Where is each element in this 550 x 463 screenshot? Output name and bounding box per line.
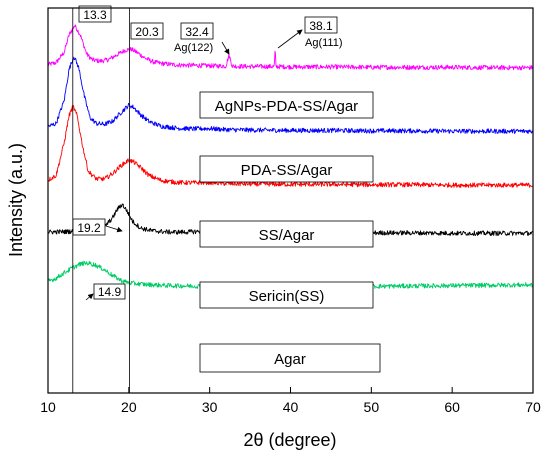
- plot-frame: [47, 7, 534, 394]
- x-tick-label-70: 70: [525, 399, 541, 415]
- svg-text:PDA-SS/Agar: PDA-SS/Agar: [241, 162, 333, 179]
- svg-text:38.1: 38.1: [309, 19, 333, 33]
- annotation-14-9: 14.9: [85, 283, 126, 301]
- annotation-38-1: 38.1 Ag(111): [277, 16, 343, 49]
- svg-text:Sericin(SS): Sericin(SS): [249, 288, 325, 305]
- sample-label-agnps: AgNPs-PDA-SS/Agar: [199, 91, 374, 119]
- svg-text:AgNPs-PDA-SS/Agar: AgNPs-PDA-SS/Agar: [215, 98, 358, 115]
- sample-label-pda: PDA-SS/Agar: [199, 155, 374, 183]
- y-axis-label: Intensity (a.u.): [6, 143, 26, 257]
- x-tick-label-20: 20: [121, 399, 137, 415]
- svg-text:20.3: 20.3: [135, 25, 159, 39]
- svg-text:19.2: 19.2: [77, 221, 101, 235]
- svg-text:Ag(122): Ag(122): [174, 42, 213, 54]
- sample-label-sericin: Sericin(SS): [199, 281, 374, 309]
- series-line-1: [47, 56, 533, 134]
- svg-text:Agar: Agar: [274, 351, 306, 368]
- sample-label-ss-agar: SS/Agar: [199, 220, 374, 248]
- x-tick-label-50: 50: [364, 399, 380, 415]
- svg-text:Ag(111): Ag(111): [305, 37, 343, 49]
- x-tick-label-40: 40: [283, 399, 299, 415]
- svg-text:SS/Agar: SS/Agar: [259, 227, 315, 244]
- svg-text:32.4: 32.4: [185, 25, 209, 39]
- annotation-20-3: 20.3: [130, 22, 164, 40]
- annotation-19-2: 19.2: [72, 218, 123, 236]
- sample-label-agar: Agar: [199, 343, 381, 373]
- annotation-32-4: 32.4 Ag(122): [174, 22, 230, 55]
- series-line-0: [47, 24, 533, 71]
- x-tick-label-60: 60: [444, 399, 460, 415]
- x-tick-label-30: 30: [202, 399, 218, 415]
- annotation-13-3: 13.3: [78, 5, 112, 23]
- svg-text:14.9: 14.9: [98, 285, 122, 299]
- tick-layer: 10 20 30 40 50 60 70: [40, 387, 541, 415]
- series-line-2: [47, 104, 533, 188]
- x-tick-label-10: 10: [40, 399, 56, 415]
- x-axis-label: 2θ (degree): [243, 430, 336, 450]
- svg-text:13.3: 13.3: [83, 8, 107, 22]
